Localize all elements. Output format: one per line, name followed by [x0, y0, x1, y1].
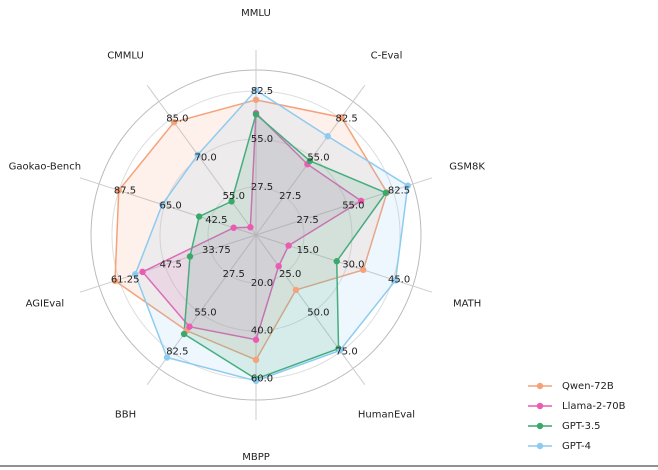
r-tick-label: 55.0: [342, 200, 364, 211]
axis-label: CMMLU: [107, 50, 144, 61]
legend-marker: [536, 402, 544, 410]
series-point: [139, 268, 146, 276]
series-point: [115, 187, 122, 194]
legend-marker: [536, 382, 544, 390]
axis-label: C-Eval: [371, 50, 403, 61]
series-point: [252, 336, 260, 343]
r-tick-label: 55.0: [307, 152, 329, 163]
series-point: [336, 347, 344, 354]
series-point: [306, 157, 314, 165]
series-point: [360, 266, 367, 274]
r-tick-label: 82.5: [336, 113, 358, 124]
series-point: [111, 277, 119, 285]
r-tick-label: 30.0: [342, 260, 364, 271]
grid-ring: [207, 186, 305, 284]
series-point: [195, 213, 203, 220]
r-tick-label: 40.0: [251, 326, 273, 337]
series-point: [159, 201, 166, 208]
series-point: [338, 114, 345, 121]
r-tick-label: 55.0: [194, 308, 216, 319]
spoke: [79, 177, 257, 236]
r-tick-label: 82.5: [166, 347, 188, 358]
legend-marker: [536, 442, 544, 450]
series-point: [382, 189, 390, 197]
series-point: [186, 323, 193, 330]
r-tick-label: 27.5: [223, 269, 245, 280]
grid-ring: [159, 138, 353, 332]
r-tick-label: 55.0: [251, 134, 273, 145]
series-point: [186, 253, 194, 260]
series-point: [230, 224, 237, 231]
r-tick-label: 61.25: [111, 274, 140, 285]
r-tick-label: 82.5: [251, 86, 273, 97]
spoke: [255, 234, 366, 385]
series-point: [252, 111, 260, 118]
axis-label: GSM8K: [449, 161, 485, 172]
axis-label: BBH: [115, 410, 136, 421]
series-point: [285, 242, 292, 249]
series-point: [163, 354, 171, 361]
series-point: [333, 258, 340, 265]
series-point: [180, 330, 188, 338]
r-tick-label: 87.5: [114, 185, 136, 196]
legend-label: Qwen-72B: [562, 381, 614, 392]
series-point: [252, 377, 260, 385]
series-point: [194, 151, 201, 159]
r-tick-label: 75.0: [335, 346, 357, 357]
spoke: [79, 234, 257, 293]
r-tick-label: 45.0: [388, 275, 410, 286]
r-tick-label: 20.0: [251, 278, 273, 289]
series-point: [324, 133, 331, 140]
spoke: [255, 234, 433, 293]
r-tick-label: 42.5: [205, 215, 227, 226]
axis-label: MMLU: [241, 8, 271, 19]
axis-label: Gaokao-Bench: [9, 161, 81, 172]
r-tick-label: 15.0: [297, 245, 319, 256]
series-point: [132, 271, 139, 278]
series-point: [404, 182, 411, 189]
r-tick-label: 27.5: [279, 191, 301, 202]
r-tick-label: 50.0: [307, 308, 329, 319]
series-point: [228, 198, 235, 205]
spoke: [255, 177, 433, 236]
r-tick-label: 47.5: [160, 260, 182, 271]
r-tick-label: 60.0: [251, 373, 273, 384]
r-tick-label: 27.5: [297, 215, 319, 226]
r-tick-label: 85.0: [166, 114, 188, 125]
r-tick-label: 27.5: [251, 182, 273, 193]
axis-label: AGIEval: [26, 299, 65, 310]
axis-label: MATH: [453, 299, 481, 310]
series-point: [252, 96, 260, 104]
legend-label: Llama-2-70B: [562, 401, 626, 412]
legend-label: GPT-3.5: [562, 421, 600, 432]
r-tick-label: 82.5: [388, 185, 410, 196]
r-tick-label: 70.0: [194, 152, 216, 163]
r-tick-label: 55.0: [223, 191, 245, 202]
series-point: [292, 286, 300, 294]
series-point: [252, 356, 260, 364]
r-tick-label: 25.0: [279, 269, 301, 280]
legend-label: GPT-4: [562, 441, 591, 452]
series-point: [170, 119, 178, 126]
series-point: [247, 224, 254, 231]
spoke: [146, 85, 257, 236]
r-tick-label: 65.0: [160, 200, 182, 211]
series-point: [275, 262, 282, 270]
series-point: [252, 86, 260, 94]
r-tick-label: 33.75: [202, 245, 231, 256]
axis-label: HumanEval: [358, 410, 415, 421]
series-point: [357, 197, 365, 205]
legend-marker: [536, 422, 544, 430]
series-point: [392, 277, 399, 284]
axis-label: MBPP: [242, 452, 270, 463]
